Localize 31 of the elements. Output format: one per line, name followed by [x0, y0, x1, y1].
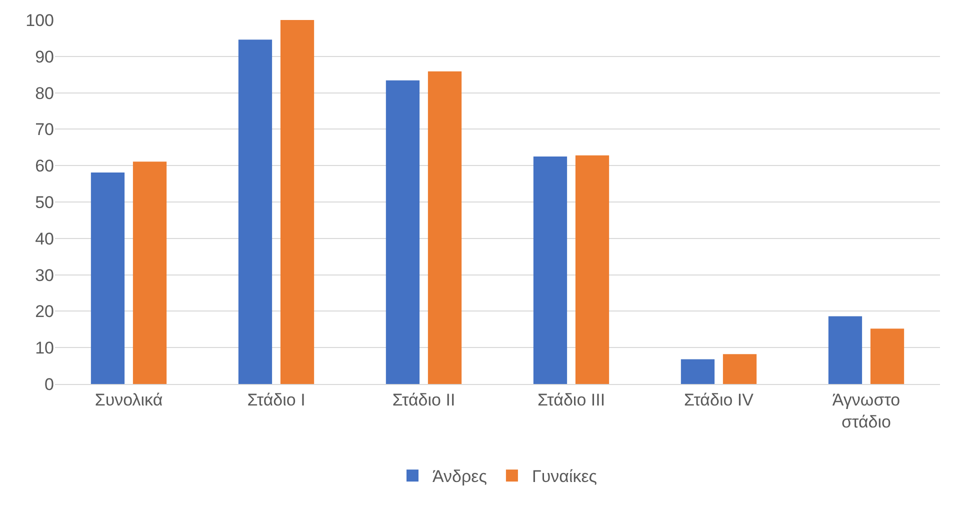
bar	[280, 20, 314, 384]
y-tick-label: 30	[35, 266, 54, 285]
x-tick-label: Στάδιο II	[392, 390, 456, 410]
bar	[828, 316, 862, 384]
x-tick-label: Στάδιο IV	[684, 390, 754, 410]
bar	[575, 155, 610, 384]
y-tick-label: 0	[44, 374, 54, 394]
x-tick-label: Στάδιο I	[247, 390, 306, 410]
bar	[428, 71, 462, 384]
y-tick-label: 70	[35, 120, 54, 140]
bar	[533, 156, 568, 384]
bar	[722, 354, 757, 384]
y-tick-label: 20	[35, 302, 54, 322]
bar	[132, 162, 167, 384]
x-tick-label: Στάδιο III	[537, 390, 606, 410]
legend-label: Γυναίκες	[532, 467, 597, 486]
bar	[386, 80, 420, 384]
legend-label: Άνδρες	[432, 467, 487, 486]
y-tick-label: 60	[35, 156, 54, 176]
y-tick-label: 50	[35, 192, 54, 212]
y-tick-label: 90	[35, 47, 54, 66]
bar	[680, 359, 715, 384]
bar	[238, 40, 272, 384]
x-tick-label: Άγνωστο στάδιο	[832, 390, 900, 432]
bar	[90, 172, 125, 384]
bar	[870, 328, 904, 384]
y-tick-label: 40	[35, 229, 54, 248]
y-tick-label: 80	[35, 84, 54, 103]
y-tick-label: 100	[26, 10, 54, 30]
y-tick-label: 10	[35, 338, 54, 358]
x-tick-label: Συνολικά	[94, 390, 163, 410]
